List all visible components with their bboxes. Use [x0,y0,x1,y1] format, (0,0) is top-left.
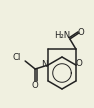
Text: Cl: Cl [13,52,21,61]
Text: N: N [41,60,48,69]
Text: O: O [32,80,39,90]
Text: O: O [78,28,85,37]
Text: H₂N: H₂N [54,32,70,40]
Text: O: O [76,60,83,68]
